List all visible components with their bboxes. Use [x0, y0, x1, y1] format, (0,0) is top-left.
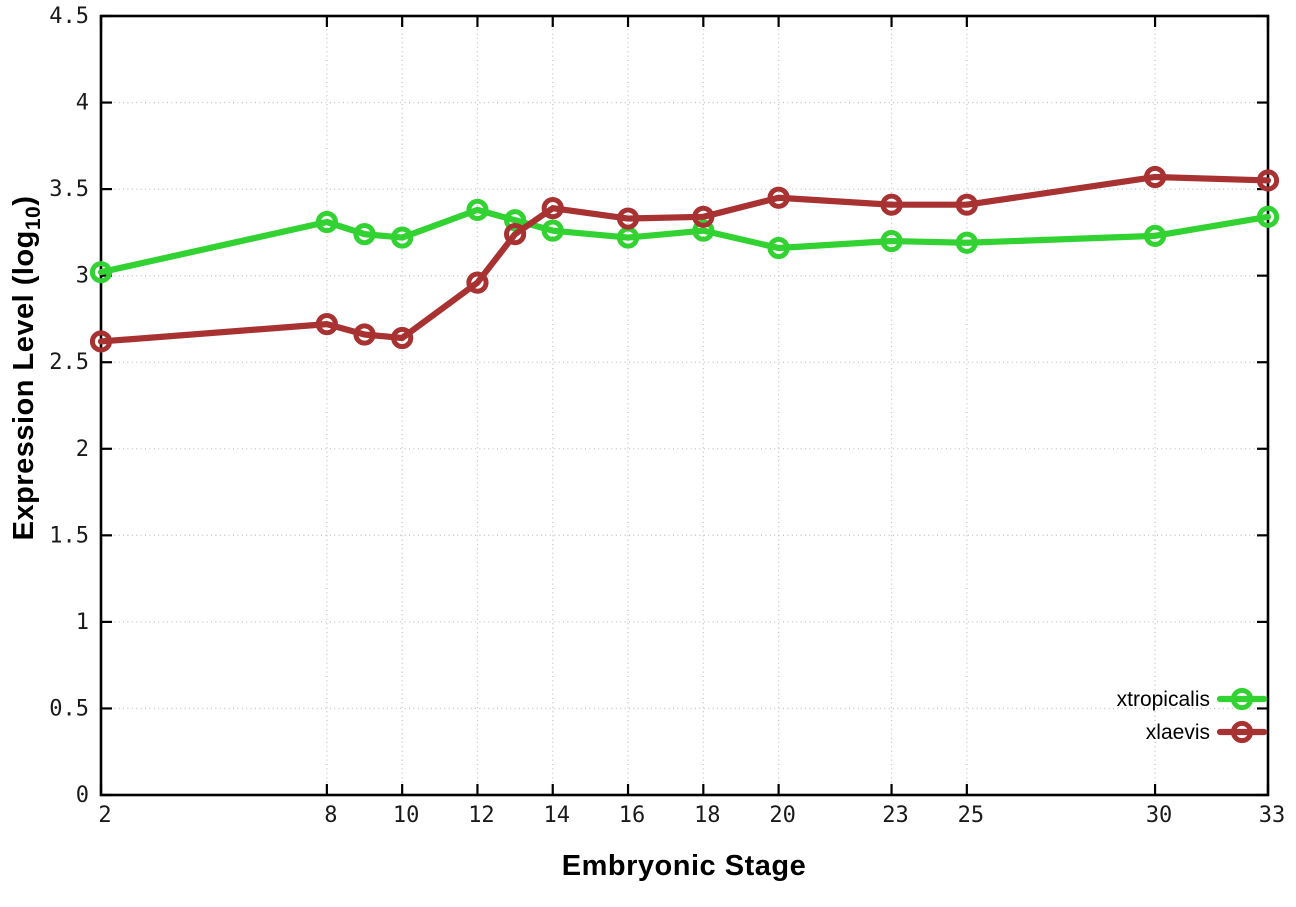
x-tick-label: 25 [958, 803, 985, 828]
data-point-xlaevis [1143, 165, 1167, 189]
y-tick-label: 3 [76, 264, 89, 289]
y-axis-title: Expression Level (log10) [8, 196, 46, 541]
x-tick-label: 2 [98, 803, 111, 828]
x-tick-label: 12 [468, 803, 495, 828]
data-point-xtropicalis [1143, 224, 1167, 247]
y-axis-title-text: Expression Level (log [8, 230, 40, 541]
legend-label-xlaevis: xlaevis [1146, 721, 1210, 744]
x-tick-label: 23 [882, 803, 909, 828]
data-point-xtropicalis [353, 223, 376, 246]
x-tick-label: 16 [619, 803, 646, 828]
x-tick-label: 30 [1146, 803, 1173, 828]
y-tick-label: 4 [76, 91, 89, 116]
data-point-xlaevis [1256, 169, 1280, 192]
data-point-xlaevis [503, 223, 527, 246]
series-line-xlaevis [97, 173, 1272, 345]
data-point-xtropicalis [955, 231, 978, 254]
data-point-xlaevis [353, 323, 376, 346]
data-point-xlaevis [391, 326, 414, 350]
legend-label-xtropicalis: xtropicalis [1117, 688, 1210, 711]
y-axis-title-subscript: 10 [22, 205, 45, 231]
data-point-xlaevis [541, 197, 564, 220]
data-point-xtropicalis [880, 229, 903, 253]
data-point-xtropicalis [767, 236, 790, 260]
data-point-xlaevis [880, 193, 903, 216]
x-tick-label: 18 [694, 803, 721, 828]
y-tick-label: 1.5 [49, 523, 89, 548]
y-tick-label: 0 [76, 783, 89, 808]
x-tick-label: 20 [769, 803, 796, 828]
data-point-xlaevis [692, 205, 715, 228]
data-point-xlaevis [616, 207, 640, 230]
y-tick-label: 2.5 [49, 350, 89, 375]
legend-sample-marker-xlaevis [1230, 720, 1254, 744]
data-point-xlaevis [955, 193, 978, 216]
x-tick-label: 8 [324, 803, 337, 828]
data-point-xlaevis [767, 186, 790, 209]
x-tick-label: 10 [393, 803, 420, 828]
x-axis-title: Embryonic Stage [561, 850, 807, 882]
legend-sample-marker-xtropicalis [1230, 687, 1254, 711]
y-tick-label: 2 [76, 437, 89, 462]
data-point-xtropicalis [1256, 205, 1280, 228]
data-point-xlaevis [315, 313, 338, 336]
y-axis-title-suffix: ) [8, 195, 40, 206]
data-point-xlaevis [89, 330, 113, 353]
y-tick-label: 4.5 [49, 4, 89, 29]
x-tick-label: 14 [543, 803, 570, 828]
data-point-xtropicalis [391, 226, 414, 249]
data-point-xtropicalis [541, 219, 564, 242]
x-tick-label: 33 [1259, 803, 1286, 828]
data-point-xlaevis [466, 271, 489, 294]
data-point-xtropicalis [315, 210, 338, 234]
data-point-xtropicalis [89, 261, 113, 284]
y-tick-label: 3.5 [49, 177, 89, 202]
data-point-xtropicalis [503, 209, 527, 232]
y-tick-label: 0.5 [49, 696, 89, 721]
plot-border [99, 14, 1270, 797]
y-tick-label: 1 [76, 610, 89, 635]
data-point-xtropicalis [466, 198, 489, 221]
data-point-xtropicalis [692, 219, 715, 242]
